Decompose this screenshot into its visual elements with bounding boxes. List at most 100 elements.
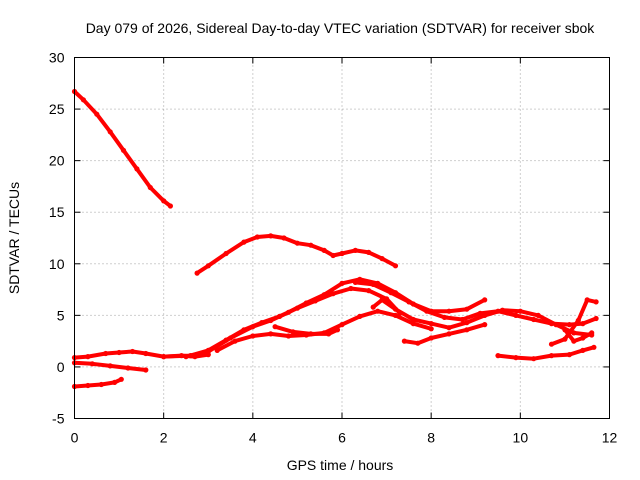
y-tick-label: 30 bbox=[49, 50, 65, 66]
data-point bbox=[161, 198, 167, 204]
data-point bbox=[80, 97, 86, 103]
data-point bbox=[308, 242, 314, 248]
data-point bbox=[553, 322, 559, 328]
data-point bbox=[232, 338, 238, 344]
x-tick-label: 12 bbox=[602, 430, 618, 446]
x-axis-label: GPS time / hours bbox=[287, 457, 394, 473]
data-point bbox=[366, 288, 372, 294]
data-point bbox=[392, 263, 399, 269]
data-point bbox=[370, 304, 376, 310]
data-series-group bbox=[71, 88, 599, 390]
y-tick-label: 10 bbox=[49, 256, 65, 272]
data-point bbox=[321, 247, 327, 253]
y-tick-label: 5 bbox=[57, 307, 65, 323]
data-point bbox=[459, 316, 465, 323]
data-point bbox=[366, 249, 372, 255]
data-point bbox=[89, 361, 95, 367]
data-point bbox=[415, 340, 421, 346]
chart-title: Day 079 of 2026, Sidereal Day-to-day VTE… bbox=[86, 20, 596, 36]
y-tick-label: 20 bbox=[49, 153, 65, 169]
series-track-6 bbox=[161, 286, 402, 359]
y-tick-label: 25 bbox=[49, 101, 65, 117]
data-point bbox=[167, 203, 173, 209]
data-point bbox=[482, 297, 488, 303]
data-point bbox=[410, 316, 416, 323]
data-point bbox=[214, 347, 220, 353]
data-point bbox=[392, 306, 399, 312]
data-point bbox=[85, 354, 91, 360]
y-axis-label: SDTVAR / TECUs bbox=[6, 182, 22, 294]
data-point bbox=[334, 327, 341, 333]
data-point bbox=[406, 299, 412, 305]
data-point bbox=[120, 147, 127, 153]
data-point bbox=[290, 329, 296, 335]
data-point bbox=[464, 306, 470, 312]
series-track-11 bbox=[371, 297, 594, 337]
data-point bbox=[241, 239, 247, 245]
data-point bbox=[513, 312, 519, 318]
series-track-2 bbox=[195, 233, 398, 276]
data-point bbox=[107, 129, 113, 135]
data-point bbox=[482, 322, 488, 328]
data-point bbox=[591, 344, 597, 350]
y-tick-label: 15 bbox=[49, 204, 65, 220]
data-point bbox=[593, 299, 599, 305]
data-point bbox=[281, 235, 287, 241]
data-point bbox=[589, 330, 595, 336]
data-point bbox=[285, 333, 292, 339]
x-tick-label: 4 bbox=[249, 430, 257, 446]
data-point bbox=[134, 166, 140, 172]
data-point bbox=[379, 256, 385, 262]
data-point bbox=[103, 350, 109, 357]
data-point bbox=[428, 335, 434, 341]
data-point bbox=[268, 233, 274, 239]
data-point bbox=[98, 381, 104, 388]
data-point bbox=[357, 276, 363, 282]
data-point bbox=[428, 326, 434, 332]
data-point bbox=[513, 355, 519, 361]
data-point bbox=[147, 184, 153, 191]
data-point bbox=[352, 279, 358, 285]
data-point bbox=[194, 270, 200, 276]
data-point bbox=[446, 331, 452, 337]
data-point bbox=[571, 338, 577, 344]
data-point bbox=[580, 321, 586, 327]
data-point bbox=[330, 252, 336, 259]
x-tick-label: 6 bbox=[338, 430, 346, 446]
data-point bbox=[464, 320, 470, 326]
x-tick-label: 8 bbox=[427, 430, 435, 446]
data-point bbox=[107, 363, 113, 369]
data-point bbox=[272, 324, 278, 330]
data-point bbox=[464, 327, 470, 333]
x-tick-label: 0 bbox=[71, 430, 79, 446]
data-point bbox=[562, 327, 568, 333]
data-point bbox=[85, 382, 91, 389]
data-point bbox=[584, 297, 590, 303]
data-point bbox=[112, 379, 118, 385]
data-point bbox=[401, 338, 407, 344]
data-point bbox=[517, 308, 523, 314]
data-point bbox=[392, 312, 399, 318]
data-point bbox=[410, 321, 416, 327]
data-point bbox=[294, 240, 300, 246]
data-point bbox=[339, 250, 345, 257]
data-point bbox=[321, 292, 327, 298]
data-point bbox=[183, 354, 189, 360]
data-point bbox=[531, 356, 537, 362]
data-point bbox=[129, 348, 136, 355]
data-point bbox=[268, 331, 274, 337]
y-tick-label: 0 bbox=[57, 359, 65, 375]
data-point bbox=[223, 250, 229, 257]
data-point bbox=[580, 347, 586, 353]
data-point bbox=[575, 317, 581, 324]
data-point bbox=[446, 325, 452, 331]
data-point bbox=[339, 322, 345, 328]
data-point bbox=[285, 309, 292, 315]
data-point bbox=[250, 324, 256, 330]
grid-lines bbox=[74, 57, 610, 419]
data-point bbox=[548, 341, 555, 347]
data-point bbox=[125, 365, 131, 371]
data-point bbox=[446, 308, 452, 314]
x-tick-label: 2 bbox=[160, 430, 168, 446]
